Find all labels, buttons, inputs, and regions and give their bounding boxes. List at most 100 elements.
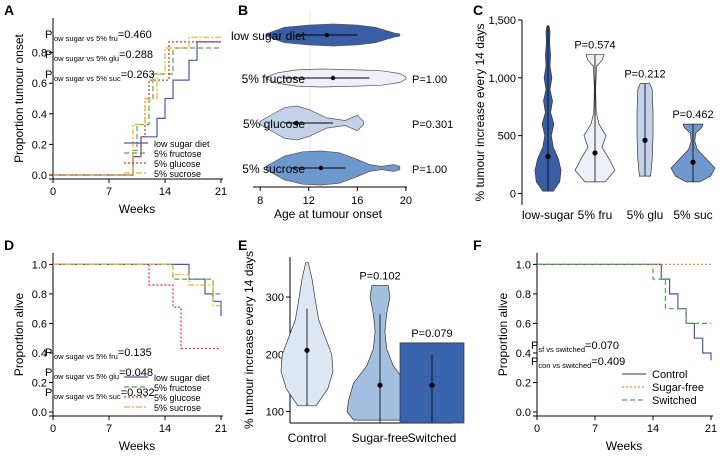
x-tick-label: 21 — [215, 423, 227, 435]
panel-f: F 0.0 0.2 0.4 0.6 0.8 1.0 0 7 14 21 Weeks Proportio… — [473, 237, 717, 453]
p-value-stat: Psf vs switched=0.070 — [531, 340, 619, 354]
violin-median-dot — [429, 382, 435, 388]
p-symbol: P — [45, 387, 52, 399]
group-label: Switched — [408, 431, 457, 445]
x-tick-label: 21 — [705, 423, 717, 435]
p-value-label: P=0.212 — [624, 69, 665, 81]
p-subscript: low sugar vs 5% suc — [52, 392, 121, 401]
p-value: =0.048 — [119, 367, 153, 379]
group-label: Control — [288, 431, 327, 445]
x-axis-label: Weeks — [119, 439, 155, 453]
group-label: 5% sucrose — [242, 162, 305, 176]
p-value-label: P=0.079 — [411, 328, 452, 340]
y-tick-label: 100 — [266, 407, 284, 419]
y-tick-label: 0.2 — [516, 377, 531, 389]
panel-e-letter: E — [238, 237, 247, 253]
x-tick-label: 21 — [215, 186, 227, 198]
violin-median-dot — [304, 347, 310, 353]
legend-label: Control — [652, 369, 687, 381]
p-value-stat: Plow sugar vs 5% glu=0.048 — [45, 367, 153, 381]
p-symbol: P — [45, 29, 52, 41]
p-subscript: sf vs switched — [538, 345, 585, 354]
y-tick-label: 0.6 — [516, 318, 531, 330]
legend-label: 5% fructose — [154, 383, 202, 393]
y-tick-label: 0.0 — [32, 407, 47, 419]
p-value-label: P=1.00 — [412, 74, 447, 86]
km-curve-low — [53, 263, 222, 316]
x-tick-label: 7 — [106, 186, 112, 198]
y-tick-label: 0.4 — [32, 348, 47, 360]
violin-median-dot — [545, 153, 551, 160]
group-label: 5% fru — [578, 208, 613, 222]
x-tick-label: 7 — [106, 423, 112, 435]
x-tick-label: 0 — [534, 423, 540, 435]
y-tick-label: 0.0 — [32, 170, 47, 182]
x-tick-label: 14 — [647, 423, 659, 435]
p-value-stat: Plow sugar vs 5% suc=0.263 — [45, 69, 155, 83]
p-symbol: P — [45, 367, 52, 379]
panel-e: E 100 200 300 % tumour increase every 14 da… — [238, 237, 465, 445]
p-value-stat: Plow sugar vs 5% suc=0.932 — [45, 387, 155, 401]
panel-c-letter: C — [473, 2, 483, 18]
y-axis-label: Proportion tumour onset — [12, 33, 26, 162]
group-label: 5% suc — [673, 208, 712, 222]
p-symbol: P — [45, 49, 52, 61]
x-tick-label: 12 — [303, 195, 315, 207]
violin-median-dot — [330, 75, 336, 81]
p-value-stat: Plow sugar vs 5% glu=0.288 — [45, 49, 153, 63]
p-symbol: P — [45, 347, 52, 359]
x-tick-label: 0 — [50, 423, 56, 435]
y-tick-label: 0.0 — [516, 407, 531, 419]
p-subscript: low sugar vs 5% glu — [52, 54, 119, 63]
km-curve-suc — [53, 263, 221, 307]
y-axis-label: Proportion alive — [12, 292, 26, 376]
y-tick-label: 0 — [510, 188, 516, 200]
legend-label: low sugar diet — [154, 139, 210, 149]
p-value: =0.409 — [591, 356, 625, 368]
group-label: low sugar diet — [231, 29, 306, 43]
y-tick-label: 0.2 — [32, 139, 47, 151]
p-value-label: P=0.102 — [359, 271, 400, 283]
y-tick-label: 0.4 — [32, 109, 47, 121]
km-curve-glu — [53, 263, 221, 350]
y-tick-label: 0.6 — [32, 318, 47, 330]
p-value-label: P=0.462 — [672, 109, 713, 121]
x-tick-label: 20 — [400, 195, 412, 207]
panel-c: C 0 500 1,000 1,500% tumour increase every … — [473, 2, 716, 222]
violin-median-dot — [294, 120, 299, 126]
p-value-stat: Plow sugar vs 5% fru=0.460 — [45, 29, 152, 43]
violin-median-dot — [592, 150, 598, 156]
p-subscript: low sugar vs 5% fru — [52, 34, 117, 43]
y-tick-label: 0.8 — [32, 48, 47, 60]
p-value: =0.288 — [119, 49, 153, 61]
panel-a: A 0.0 0.2 0.4 0.6 0.8 0 7 14 21 Weeks Proportion t… — [4, 2, 227, 216]
panel-b-letter: B — [238, 2, 248, 18]
legend-label: 5% sucrose — [154, 403, 201, 413]
group-label: 5% glucose — [243, 117, 305, 131]
panel-d: D 0.0 0.2 0.4 0.6 0.8 1.0 0 7 14 21 Weeks Proportio… — [4, 237, 227, 453]
group-label: Sugar-free — [352, 431, 409, 445]
p-value-label: P=0.301 — [412, 119, 453, 131]
y-axis-label: % tumour increase every 14 days — [473, 23, 487, 201]
violin-median-dot — [324, 32, 330, 38]
p-symbol: P — [45, 69, 52, 81]
y-tick-label: 0.2 — [32, 377, 47, 389]
p-subscript: low sugar vs 5% fru — [52, 352, 117, 361]
y-axis-label: Proportion alive — [496, 292, 510, 376]
y-tick-label: 1.0 — [516, 259, 531, 271]
group-label: low-sugar — [522, 208, 574, 222]
km-curve-low — [53, 41, 221, 176]
x-tick-label: 16 — [351, 195, 363, 207]
y-tick-label: 200 — [266, 349, 284, 361]
violin-median-dot — [377, 382, 383, 388]
violin-median-dot — [642, 137, 648, 143]
p-subscript: low sugar vs 5% glu — [52, 372, 119, 381]
p-value-label: P=1.00 — [412, 164, 447, 176]
group-label: 5% glu — [627, 208, 664, 222]
legend-label: 5% glucose — [154, 159, 201, 169]
p-symbol: P — [531, 356, 538, 368]
y-tick-label: 1,500 — [488, 15, 516, 27]
x-axis-label: Age at tumour onset — [274, 207, 383, 221]
y-tick-label: 0.8 — [516, 289, 531, 301]
x-tick-label: 7 — [592, 423, 598, 435]
